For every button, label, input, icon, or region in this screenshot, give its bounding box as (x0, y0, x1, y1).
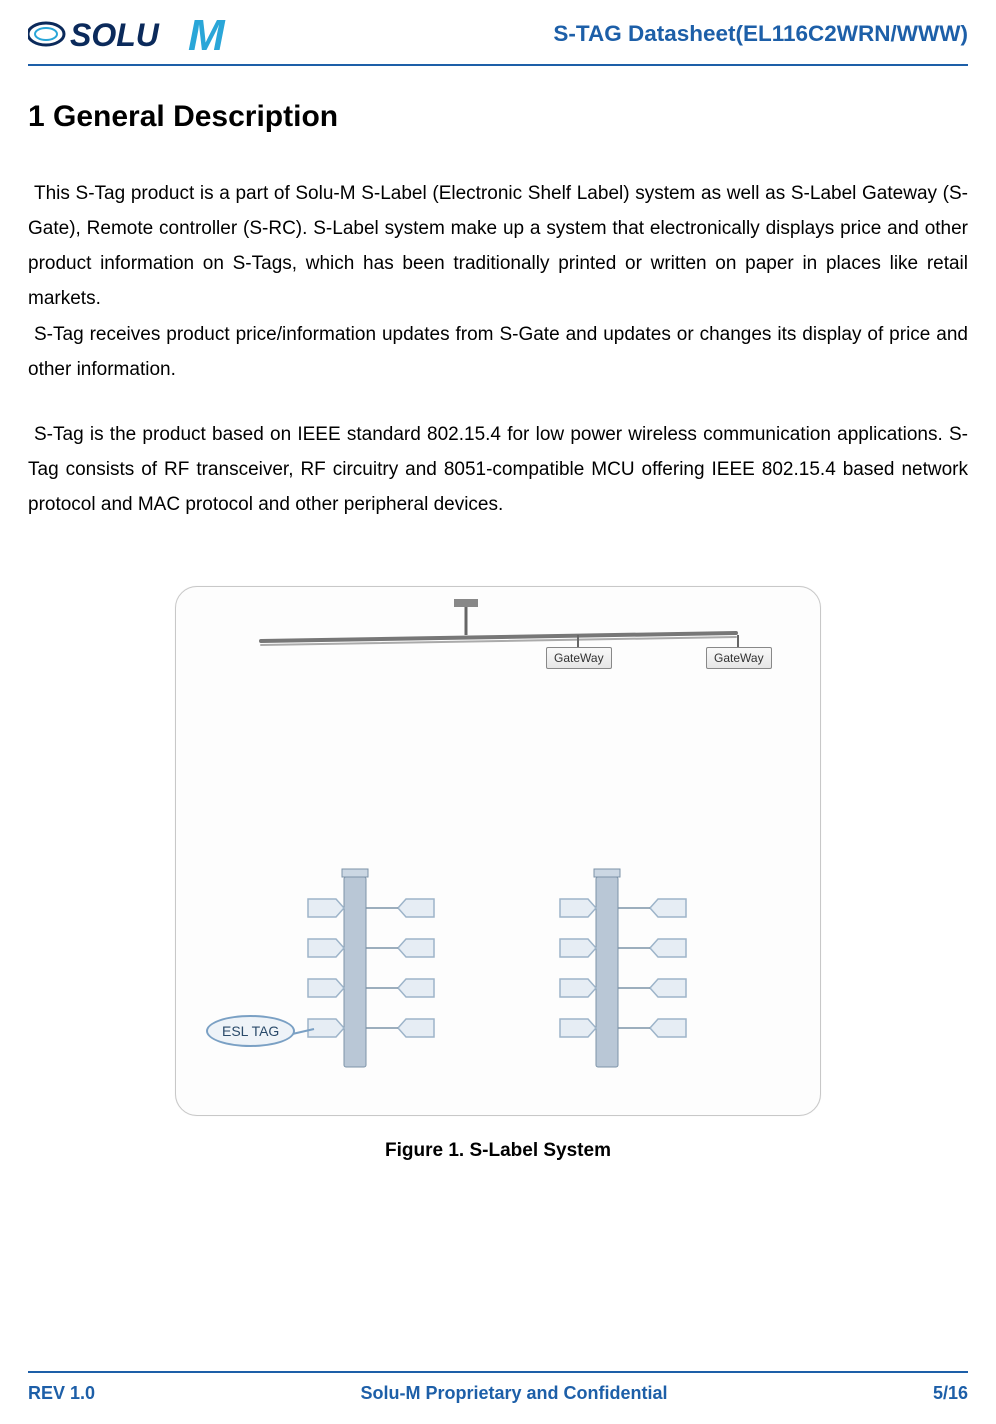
brand-logo: SOLU M (28, 10, 248, 58)
svg-text:SOLU: SOLU (70, 17, 160, 53)
paragraph-2: S-Tag receives product price/information… (28, 317, 968, 387)
body-text: This S-Tag product is a part of Solu-M S… (28, 176, 968, 522)
figure-slabel-system: GateWayGateWay ESL TAG (175, 586, 821, 1116)
gateway-label: GateWay (706, 647, 772, 669)
section-heading: 1 General Description (28, 100, 968, 134)
paragraph-3: S-Tag is the product based on IEEE stand… (28, 417, 968, 522)
document-title: S-TAG Datasheet(EL116C2WRN/WWW) (553, 21, 968, 47)
gateway-label: GateWay (546, 647, 612, 669)
paragraph-1: This S-Tag product is a part of Solu-M S… (28, 176, 968, 317)
footer-page: 5/16 (933, 1383, 968, 1404)
footer-rev: REV 1.0 (28, 1383, 95, 1404)
page-header: SOLU M S-TAG Datasheet(EL116C2WRN/WWW) (28, 10, 968, 66)
figure-container: GateWayGateWay ESL TAG Figure 1. S-Label… (28, 586, 968, 1162)
solum-logo-icon: SOLU M (28, 10, 248, 58)
figure-caption: Figure 1. S-Label System (28, 1140, 968, 1162)
svg-text:M: M (188, 11, 226, 58)
footer-confidential: Solu-M Proprietary and Confidential (360, 1383, 667, 1404)
page-footer: REV 1.0 Solu-M Proprietary and Confident… (28, 1371, 968, 1404)
